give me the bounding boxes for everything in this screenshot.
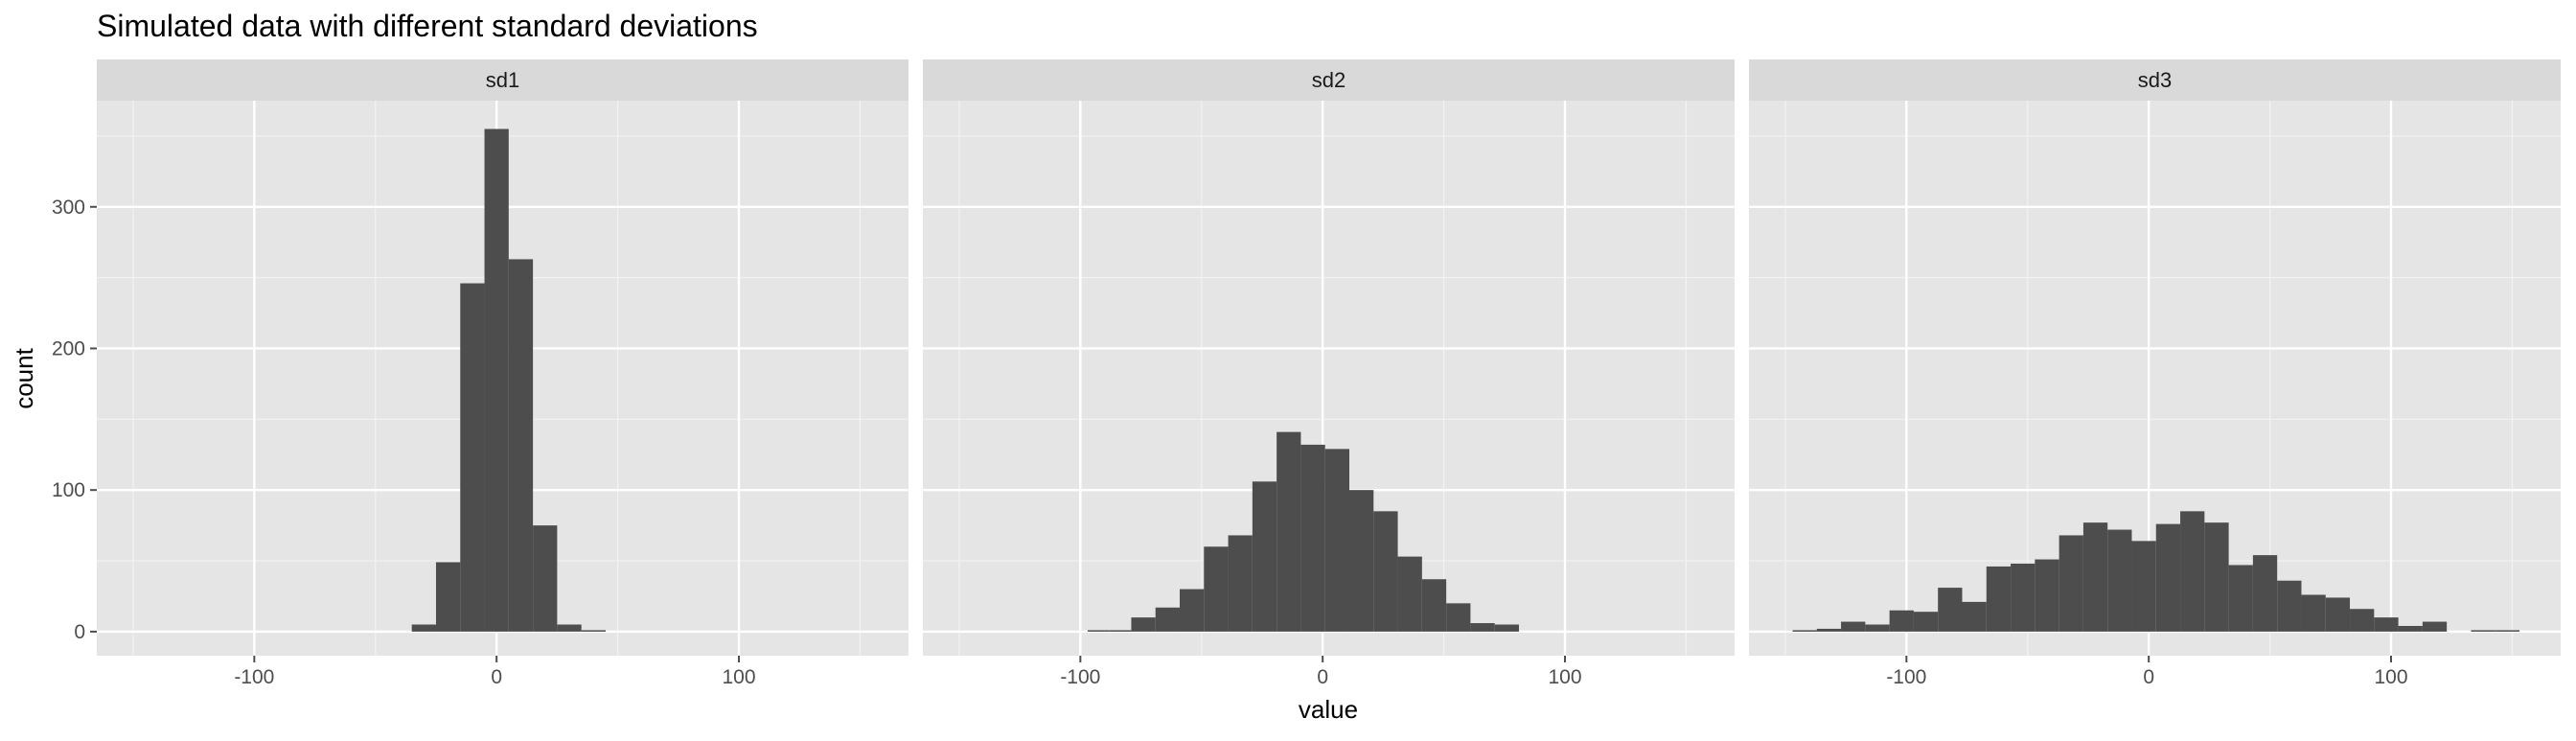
histogram-bar	[2277, 580, 2302, 632]
histogram-bar	[2011, 563, 2036, 632]
histogram-bar	[1300, 444, 1325, 632]
x-tick-label: 100	[1548, 666, 1581, 688]
histogram-bar	[2495, 630, 2520, 632]
histogram-bar	[1470, 623, 1495, 632]
histogram-bar	[533, 525, 558, 632]
facet-panel-sd2: sd2 -100 0 100	[923, 59, 1735, 688]
histogram-bar	[2228, 565, 2253, 632]
histogram-bar	[1962, 601, 1987, 632]
histogram-bar	[2398, 625, 2423, 632]
facet-strip-label: sd1	[486, 68, 519, 92]
histogram-bar	[1180, 589, 1205, 632]
facet-strip-label: sd3	[2138, 68, 2172, 92]
histogram-bar	[2082, 522, 2108, 632]
histogram-bar	[2035, 559, 2059, 632]
histogram-bar	[2058, 535, 2083, 632]
x-axis-title: value	[1299, 695, 1358, 724]
x-tick-label: 100	[722, 666, 755, 688]
histogram-bar	[1865, 624, 1890, 632]
facet-strip-background	[97, 59, 908, 101]
facet-panels: sd1 -100 0 100 sd2 -100 0 100 sd3 -100 0 100	[97, 59, 2561, 688]
histogram-bar	[1841, 621, 1866, 632]
facet-strip-background	[1749, 59, 2561, 101]
histogram-bar	[557, 624, 582, 632]
histogram-bar	[1397, 556, 1422, 632]
y-tick-label: 0	[74, 621, 85, 643]
histogram-bar	[1792, 630, 1817, 632]
x-tick-label: -100	[1060, 666, 1100, 688]
y-tick-label: 200	[52, 337, 85, 359]
histogram-bar	[1986, 566, 2012, 632]
histogram-bar	[1131, 617, 1156, 632]
histogram-bar	[1816, 628, 1842, 632]
histogram-bar	[1913, 612, 1939, 632]
y-tick-label: 100	[52, 479, 85, 501]
x-tick-label: 0	[2143, 666, 2154, 688]
histogram-bar	[2155, 523, 2181, 632]
x-tick-label: 100	[2374, 666, 2407, 688]
histogram-bar	[1494, 624, 1519, 632]
y-tick-label: 300	[52, 197, 85, 219]
histogram-bar	[2301, 594, 2326, 632]
histogram-bar	[2204, 522, 2229, 632]
histogram-bar	[2471, 630, 2496, 632]
histogram-bar	[2374, 617, 2399, 632]
histogram-bar	[2325, 597, 2351, 632]
histogram-bar	[1087, 630, 1110, 632]
facet-panel-sd1: sd1 -100 0 100	[97, 59, 908, 688]
x-tick-label: 0	[491, 666, 502, 688]
histogram-bar	[1276, 431, 1301, 632]
histogram-bar	[460, 283, 485, 632]
y-axis-title: count	[10, 347, 38, 408]
histogram-bar	[2350, 609, 2375, 632]
histogram-bar	[1421, 579, 1447, 632]
histogram-bar	[484, 128, 509, 632]
chart-title: Simulated data with different standard d…	[97, 9, 758, 43]
x-tick-label: 0	[1317, 666, 1328, 688]
histogram-bar	[581, 630, 606, 632]
histogram-bar	[1324, 449, 1349, 632]
histogram-bar	[1373, 511, 1398, 632]
histogram-bar	[2107, 529, 2132, 632]
histogram-bar	[1228, 535, 1253, 632]
histogram-bar	[2252, 555, 2278, 632]
facet-strip-label: sd2	[1312, 68, 1346, 92]
histogram-bar	[1204, 546, 1229, 632]
histogram-bar	[435, 562, 461, 632]
histogram-bar	[2131, 541, 2156, 632]
histogram-bar	[1155, 607, 1181, 632]
histogram-bar	[1446, 603, 1471, 632]
histogram-bar	[1109, 630, 1132, 632]
histogram-bar	[2180, 511, 2205, 632]
histogram-bar	[1889, 610, 1914, 632]
x-tick-label: -100	[1886, 666, 1926, 688]
histogram-bar	[2422, 621, 2448, 632]
facet-panel-sd3: sd3 -100 0 100	[1749, 59, 2561, 688]
histogram-bar	[411, 624, 436, 632]
x-tick-label: -100	[234, 666, 274, 688]
histogram-bar	[1348, 490, 1374, 632]
histogram-bar	[1252, 481, 1277, 632]
histogram-bar	[1938, 588, 1963, 632]
y-axis: 0 100 200 300	[52, 197, 97, 643]
facet-strip-background	[923, 59, 1735, 101]
histogram-bar	[508, 259, 534, 632]
